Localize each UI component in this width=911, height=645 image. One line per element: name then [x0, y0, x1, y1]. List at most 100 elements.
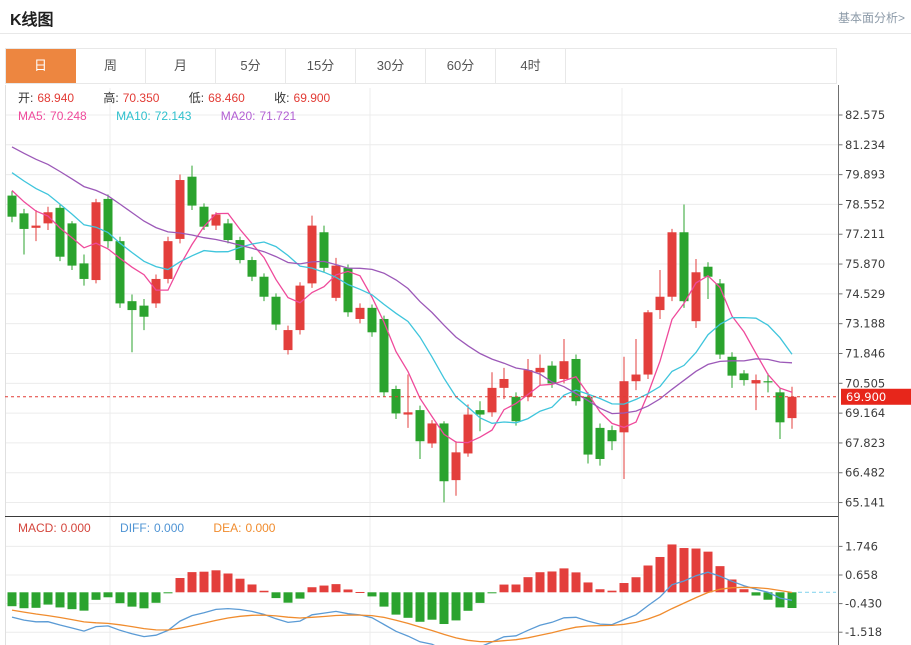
tab-15分[interactable]: 15分 — [286, 49, 356, 83]
title-divider — [0, 33, 911, 34]
period-tab-strip: 日周月 5分 15分 30分 60分 4时 — [5, 48, 837, 84]
macd-bar-positive — [715, 566, 725, 593]
macd-bar-positive — [535, 572, 545, 593]
macd-bar-negative — [55, 592, 65, 608]
diff-label: DIFF: — [120, 521, 151, 535]
macd-bar-negative — [391, 592, 401, 615]
axis-tick-label: 69.164 — [845, 406, 885, 420]
macd-bar-positive — [235, 578, 245, 593]
candle-body-up — [751, 380, 761, 384]
tab-60分[interactable]: 60分 — [426, 49, 496, 83]
macd-bar-positive — [607, 590, 617, 593]
macd-bar-positive — [547, 571, 557, 593]
macd-bar-positive — [223, 573, 233, 593]
candle-body-down — [391, 388, 401, 414]
macd-bar-positive — [655, 556, 665, 593]
ma5-line — [11, 190, 793, 444]
macd-bar-positive — [739, 589, 749, 593]
axis-tick-label: 77.211 — [845, 227, 885, 241]
open-label: 开: — [18, 91, 34, 105]
candle-body-down — [727, 356, 737, 376]
macd-bar-negative — [439, 592, 449, 625]
axis-tick-label: 81.234 — [845, 138, 885, 152]
diff-value: 0.000 — [154, 521, 185, 535]
candle-body-down — [343, 267, 353, 313]
current-price-badge-label: 69.900 — [846, 390, 886, 404]
macd-bar-positive — [355, 591, 365, 593]
dea-line — [11, 586, 793, 643]
candle-body-down — [775, 392, 785, 423]
macd-bar-positive — [619, 583, 629, 593]
axis-tick-label: 82.575 — [845, 108, 885, 122]
tab-30分[interactable]: 30分 — [356, 49, 426, 83]
ma20-value: 71.721 — [259, 109, 297, 123]
candle-body-down — [319, 232, 329, 268]
ma-legend: MA5: 70.248 MA10: 72.143 MA20: 71.721 — [18, 109, 300, 123]
candle-body-up — [559, 361, 569, 379]
macd-bar-negative — [31, 592, 41, 608]
tab-5分[interactable]: 5分 — [216, 49, 286, 83]
candle-body-down — [19, 213, 29, 229]
axis-tick-label: 74.529 — [845, 287, 885, 301]
macd-bar-positive — [643, 565, 653, 593]
tab-周[interactable]: 周 — [76, 49, 146, 83]
candle-body-up — [211, 214, 221, 226]
macd-bar-positive — [319, 585, 329, 593]
macd-bar-positive — [331, 584, 341, 593]
candle-body-down — [139, 305, 149, 317]
low-label: 低: — [188, 91, 205, 105]
ma5-value: 70.248 — [50, 109, 87, 123]
axis-tick-label: 79.893 — [845, 168, 885, 182]
fundamental-analysis-link[interactable]: 基本面分析> — [837, 11, 905, 25]
ma10-value: 72.143 — [154, 109, 192, 123]
diff-line — [11, 571, 793, 645]
high-label: 高: — [103, 91, 119, 105]
open-value: 68.940 — [37, 91, 75, 105]
tab-月[interactable]: 月 — [146, 49, 216, 83]
candle-body-up — [667, 232, 677, 297]
axis-tick-label: 75.870 — [845, 257, 885, 271]
macd-bar-positive — [523, 577, 533, 593]
candle-body-up — [619, 381, 629, 433]
candle-body-down — [247, 260, 257, 277]
macd-bar-negative — [475, 592, 485, 603]
candle-body-up — [307, 225, 317, 284]
ma20-label: MA20: — [220, 109, 256, 123]
candle-body-down — [607, 430, 617, 442]
candle-body-down — [763, 381, 773, 383]
candle-body-up — [691, 272, 701, 322]
macd-bar-negative — [451, 592, 461, 621]
macd-bar-negative — [463, 592, 473, 611]
ma5-label: MA5: — [18, 109, 47, 123]
macd-bar-negative — [7, 592, 17, 607]
axis-tick-label: 67.823 — [845, 436, 885, 450]
axis-tick-label: 73.188 — [845, 317, 885, 331]
macd-bar-positive — [631, 577, 641, 593]
macd-bar-negative — [139, 592, 149, 609]
candle-body-down — [415, 410, 425, 442]
candle-body-up — [451, 452, 461, 481]
macd-bar-positive — [571, 572, 581, 593]
candle-body-up — [163, 241, 173, 279]
page-title: K线图 — [10, 12, 54, 29]
macd-bar-positive — [187, 572, 197, 593]
candle-body-down — [223, 223, 233, 241]
macd-bar-positive — [559, 568, 569, 593]
ma10-line — [11, 172, 793, 424]
axis-tick-label: 66.482 — [845, 466, 885, 480]
candle-body-down — [7, 195, 17, 217]
macd-bar-negative — [751, 592, 761, 596]
candle-body-up — [403, 412, 413, 415]
candle-body-down — [235, 240, 245, 261]
dea-value: 0.000 — [245, 521, 276, 535]
candle-body-up — [487, 387, 497, 413]
macd-bar-negative — [283, 592, 293, 603]
tab-4时[interactable]: 4时 — [496, 49, 566, 83]
candle-body-up — [643, 312, 653, 375]
axis-tick-label: 78.552 — [845, 197, 885, 211]
macd-bar-negative — [151, 592, 161, 603]
close-label: 收: — [274, 91, 290, 105]
tab-日[interactable]: 日 — [6, 49, 76, 83]
macd-bar-negative — [367, 592, 377, 597]
